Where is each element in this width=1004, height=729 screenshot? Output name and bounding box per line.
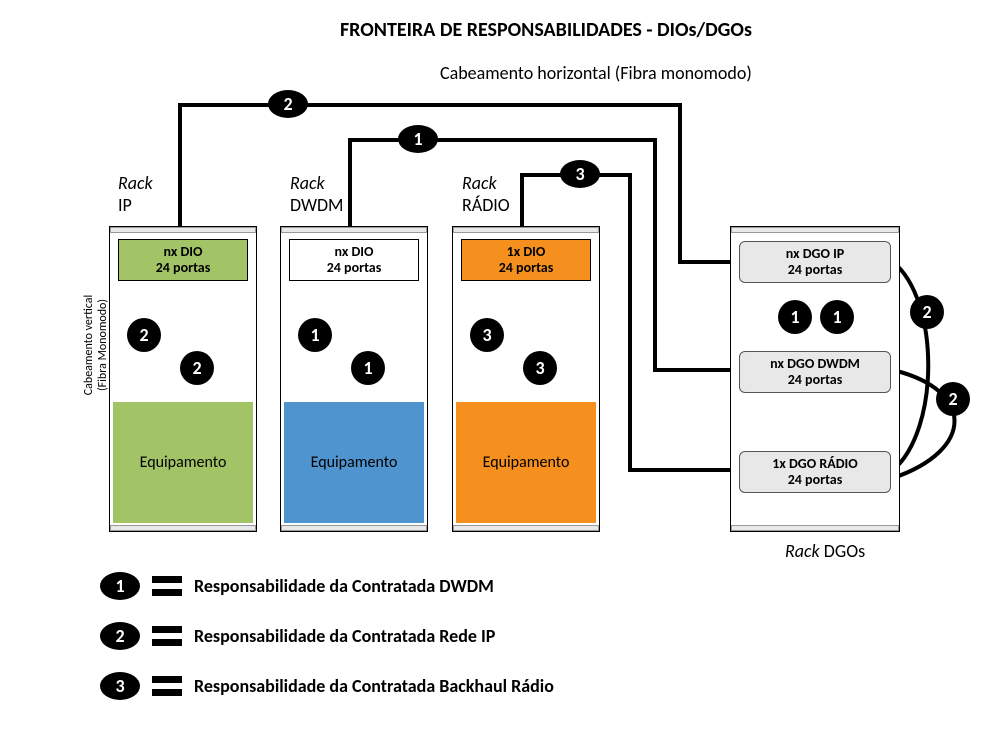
rack-radio: 1x DIO24 portas Equipamento bbox=[452, 226, 600, 532]
rack-dwdm: nx DIO24 portas Equipamento bbox=[280, 226, 428, 532]
rack-label-ip: RackIP bbox=[118, 172, 153, 216]
dio-ip: nx DIO24 portas bbox=[118, 239, 248, 281]
legend-3: 3 Responsabilidade da Contratada Backhau… bbox=[100, 672, 554, 700]
horizontal-cabling-label: Cabeamento horizontal (Fibra monomodo) bbox=[440, 62, 752, 84]
dio-radio: 1x DIO24 portas bbox=[461, 239, 591, 281]
equip-dwdm: Equipamento bbox=[284, 402, 424, 523]
dgo-outer-badge-2: 2 bbox=[936, 382, 970, 416]
badge-ip-1: 2 bbox=[127, 318, 161, 352]
equip-ip: Equipamento bbox=[113, 402, 253, 523]
dio-dwdm: nx DIO24 portas bbox=[289, 239, 419, 281]
dgo-ip: nx DGO IP24 portas bbox=[739, 241, 891, 283]
dgo-dwdm: nx DGO DWDM24 portas bbox=[739, 351, 891, 393]
badge-radio-1: 3 bbox=[470, 318, 504, 352]
dgo-inner-badge-1: 1 bbox=[778, 300, 812, 334]
dgo-radio: 1x DGO RÁDIO24 portas bbox=[739, 451, 891, 493]
route-badge-1: 1 bbox=[398, 125, 438, 153]
equip-radio: Equipamento bbox=[456, 402, 596, 523]
dgo-inner-badge-2: 1 bbox=[820, 300, 854, 334]
badge-radio-2: 3 bbox=[523, 351, 557, 385]
legend-2: 2 Responsabilidade da Contratada Rede IP bbox=[100, 622, 495, 650]
badge-ip-2: 2 bbox=[180, 351, 214, 385]
badge-dwdm-2: 1 bbox=[351, 351, 385, 385]
vertical-cabling-label: Cabeamento vertical (Fibra Monomodo) bbox=[82, 275, 110, 415]
badge-dwdm-1: 1 bbox=[298, 318, 332, 352]
rack-dgo: nx DGO IP24 portas nx DGO DWDM24 portas … bbox=[730, 226, 900, 532]
route-badge-3: 3 bbox=[560, 160, 600, 188]
rack-label-dgo: Rack DGOs bbox=[785, 540, 865, 562]
route-badge-2: 2 bbox=[268, 90, 308, 118]
main-title: FRONTEIRA DE RESPONSABILIDADES - DIOs/DG… bbox=[340, 18, 752, 42]
dgo-outer-badge-1: 2 bbox=[910, 295, 944, 329]
rack-ip: nx DIO24 portas Equipamento bbox=[109, 226, 257, 532]
rack-label-dwdm: RackDWDM bbox=[290, 172, 343, 216]
rack-label-radio: RackRÁDIO bbox=[462, 172, 510, 216]
legend-1: 1 Responsabilidade da Contratada DWDM bbox=[100, 572, 494, 600]
